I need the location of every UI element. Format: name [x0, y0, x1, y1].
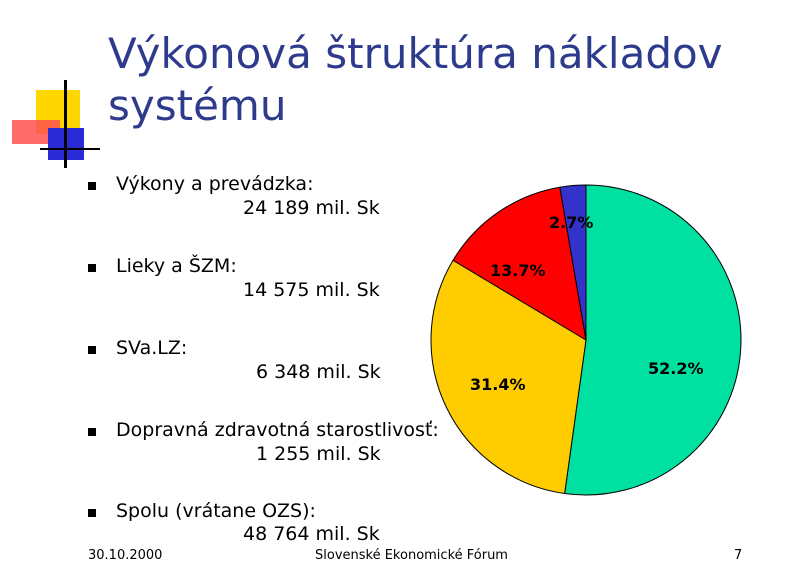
bullet-label-doprava: Dopravná zdravotná starostlivosť: — [116, 419, 439, 441]
pie-label-31-4: 31.4% — [470, 375, 526, 394]
bullet-marker — [88, 428, 96, 436]
bullet-label-spolu: Spolu (vrátane OZS): — [116, 500, 316, 522]
pie-slice-13-7 — [452, 186, 587, 341]
pie-label-52-2: 52.2% — [648, 359, 704, 378]
slide-title: Výkonová štruktúra nákladov systému — [108, 28, 768, 132]
pie-label-13-7: 13.7% — [490, 261, 546, 280]
decor-vertical-line — [64, 80, 67, 168]
bullet-marker — [88, 264, 96, 272]
pie-label-2-7: 2.7% — [549, 213, 593, 232]
decor-horizontal-line — [40, 148, 100, 150]
footer-page-number: 7 — [734, 548, 743, 563]
bullet-label-lieky: Lieky a ŠZM: — [116, 255, 237, 277]
slide-title-line2: systému — [108, 81, 287, 130]
footer-date: 30.10.2000 — [88, 548, 163, 563]
pie-slice-2-7 — [559, 184, 587, 341]
bullet-marker — [88, 509, 96, 517]
bullet-value-vykony: 24 189 mil. Sk — [243, 197, 380, 219]
bullet-label-svalz: SVa.LZ: — [116, 337, 188, 359]
pie-slice-31-4 — [430, 259, 587, 495]
bullet-marker — [88, 346, 96, 354]
footer-organization: Slovenské Ekonomické Fórum — [315, 548, 508, 563]
bullet-value-svalz: 6 348 mil. Sk — [256, 361, 381, 383]
bullet-label-vykony: Výkony a prevádzka: — [116, 173, 314, 195]
bullet-value-spolu: 48 764 mil. Sk — [243, 523, 380, 545]
pie-slice-52-2 — [564, 184, 742, 496]
bullet-value-doprava: 1 255 mil. Sk — [256, 443, 381, 465]
slide-title-line1: Výkonová štruktúra nákladov — [108, 29, 723, 78]
bullet-value-lieky: 14 575 mil. Sk — [243, 279, 380, 301]
bullet-marker — [88, 182, 96, 190]
